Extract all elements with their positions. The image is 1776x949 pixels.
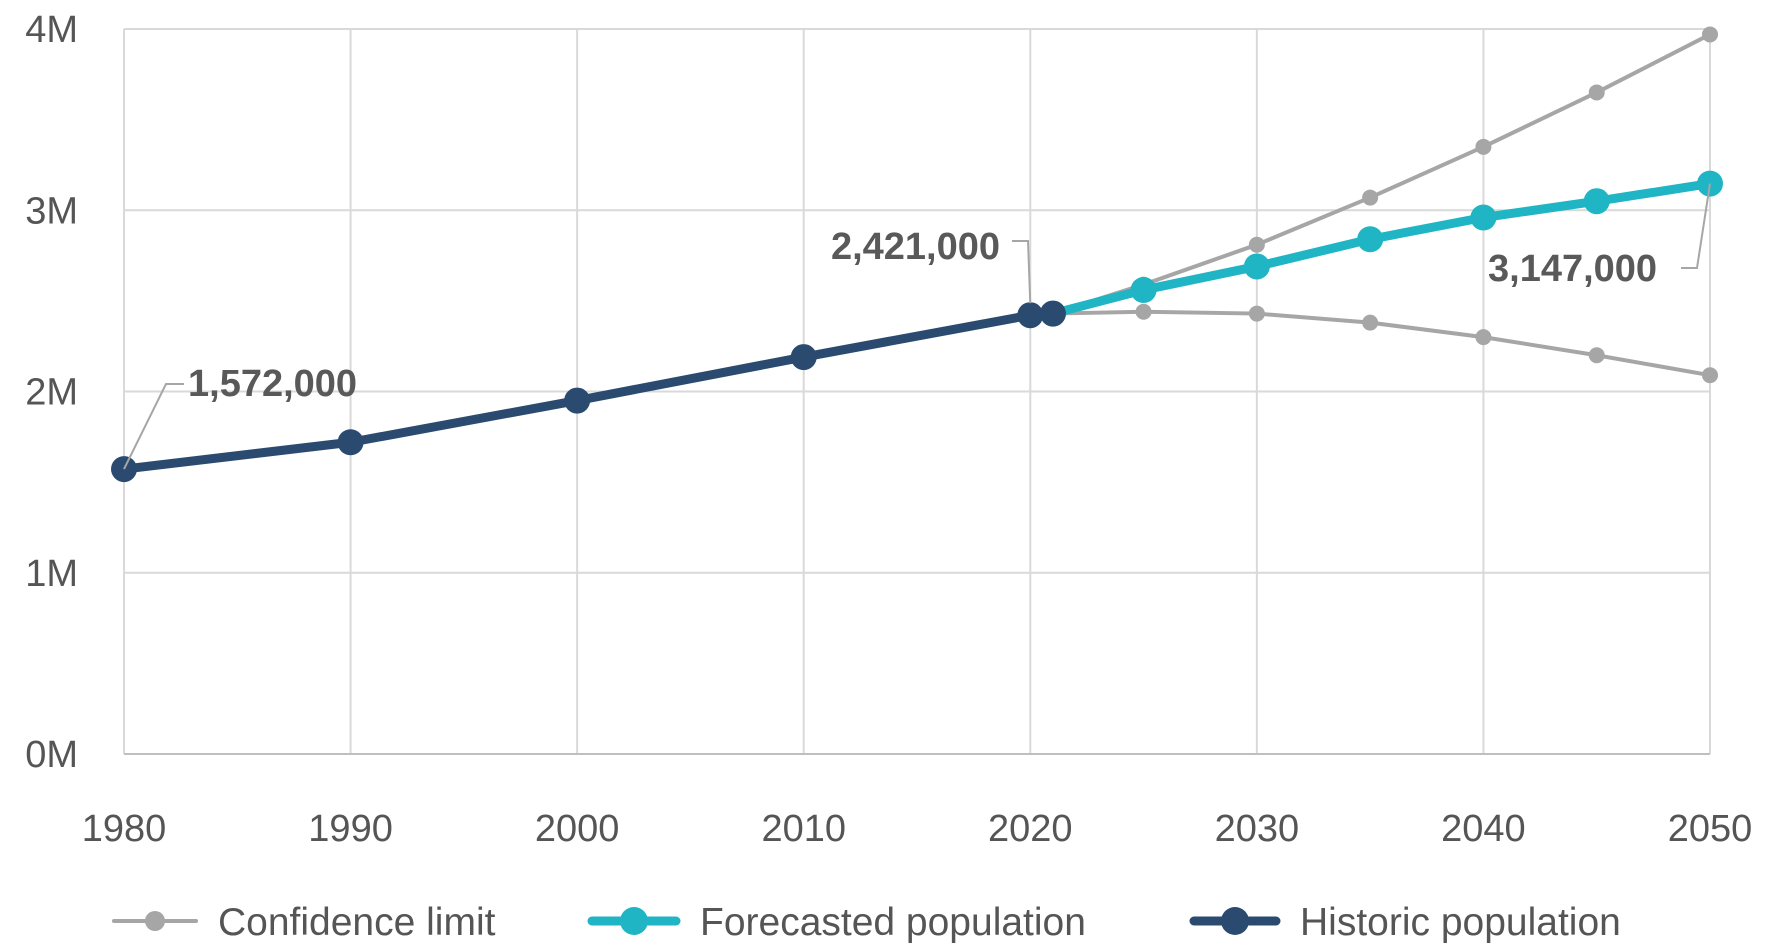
x-tick-label: 1980 — [82, 808, 167, 850]
data-label-leader — [1681, 183, 1711, 269]
data-label: 1,572,000 — [188, 363, 357, 405]
y-tick-label: 2M — [25, 372, 78, 414]
legend-marker-historic-population — [1221, 907, 1249, 935]
legend-label-forecasted-population: Forecasted population — [700, 901, 1086, 944]
x-tick-label: 2010 — [761, 808, 846, 850]
confidence-limit-point — [1475, 329, 1492, 346]
x-tick-label: 2000 — [535, 808, 620, 850]
confidence-limit-point — [1248, 305, 1265, 322]
confidence-limit-point — [1702, 367, 1718, 384]
historic-population-point — [790, 344, 817, 371]
confidence-limit-point — [1362, 189, 1379, 206]
y-tick-label: 0M — [25, 734, 78, 776]
x-tick-label: 2050 — [1668, 808, 1753, 850]
confidence-limit-lower-line — [1050, 309, 1712, 378]
forecasted-population-point — [1357, 226, 1384, 253]
legend-label-historic-population: Historic population — [1300, 901, 1621, 944]
x-tick-label: 1990 — [308, 808, 393, 850]
historic-population-point — [337, 429, 364, 456]
x-tick-label: 2020 — [988, 808, 1073, 850]
legend-label-confidence-limit: Confidence limit — [218, 901, 496, 944]
confidence-limit-point — [1588, 347, 1605, 364]
data-label-leader — [1012, 240, 1032, 304]
forecasted-population-point — [1470, 204, 1497, 231]
confidence-limit-point — [1135, 303, 1152, 320]
legend-marker-forecasted-population — [620, 907, 648, 935]
data-label: 3,147,000 — [1488, 248, 1657, 290]
confidence-limit-point — [1475, 138, 1492, 155]
confidence-limit-point — [1248, 236, 1265, 253]
confidence-limit-point — [1362, 314, 1379, 331]
forecasted-population-point — [1130, 277, 1157, 303]
confidence-limit-point — [1588, 84, 1605, 101]
historic-population-point — [1017, 302, 1044, 329]
forecasted-population-point — [1583, 188, 1610, 215]
y-tick-label: 3M — [25, 190, 78, 232]
x-tick-label: 2040 — [1441, 808, 1526, 850]
legend-marker-confidence-limit — [145, 911, 165, 931]
y-tick-label: 1M — [25, 553, 78, 595]
data-label-leader — [123, 383, 184, 470]
y-tick-label: 4M — [25, 9, 78, 51]
historic-population-point — [564, 387, 591, 414]
data-label: 2,421,000 — [831, 226, 1000, 268]
x-tick-label: 2030 — [1215, 808, 1300, 850]
confidence-limit-point — [1702, 26, 1718, 43]
historic-population-point — [1039, 300, 1066, 327]
forecasted-population-point — [1243, 253, 1270, 280]
